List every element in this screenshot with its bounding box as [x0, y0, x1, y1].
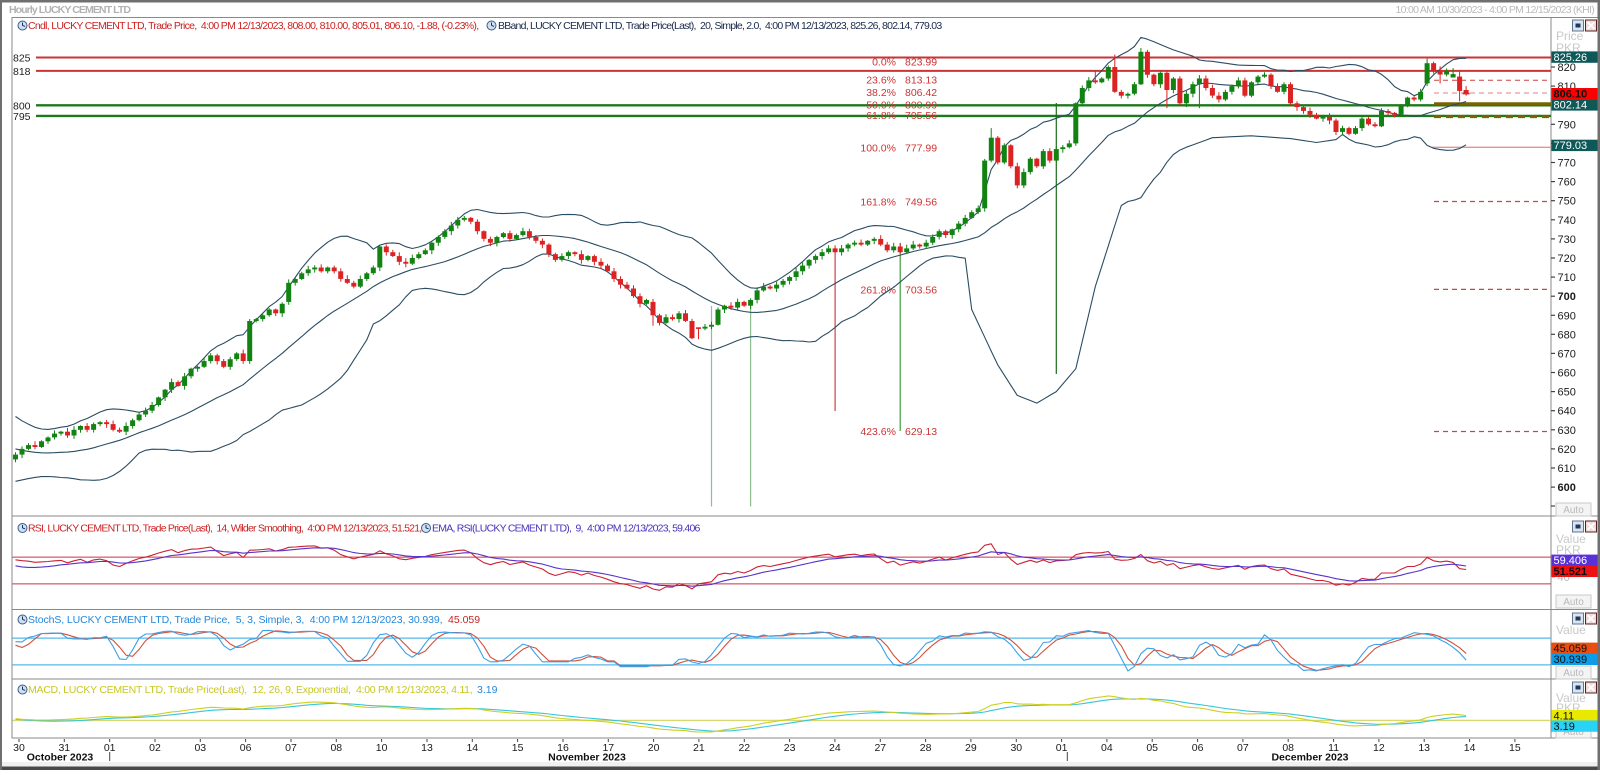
svg-text:05: 05 [1146, 742, 1158, 754]
svg-text:640: 640 [1558, 406, 1576, 418]
svg-text:610: 610 [1558, 463, 1576, 475]
svg-text:08: 08 [330, 742, 342, 754]
svg-text:13: 13 [421, 742, 433, 754]
svg-text:MACD, LUCKY CEMENT LTD, Trade: MACD, LUCKY CEMENT LTD, Trade Price(Last… [28, 684, 472, 696]
svg-text:Auto: Auto [1563, 668, 1584, 679]
svg-text:51.521: 51.521 [1554, 566, 1588, 578]
svg-text:600: 600 [1558, 482, 1576, 494]
svg-text:790: 790 [1558, 119, 1576, 131]
svg-text:261.8%: 261.8% [860, 285, 896, 297]
svg-text:749.56: 749.56 [905, 197, 937, 209]
svg-text:27: 27 [874, 742, 886, 754]
svg-text:02: 02 [149, 742, 161, 754]
svg-text:15: 15 [512, 742, 524, 754]
svg-text:806.42: 806.42 [905, 87, 937, 99]
svg-text:BBand, LUCKY CEMENT LTD, Trade: BBand, LUCKY CEMENT LTD, Trade Price(Las… [498, 20, 942, 32]
svg-text:Hourly LUCKY CEMENT LTD: Hourly LUCKY CEMENT LTD [9, 4, 131, 16]
svg-text:620: 620 [1558, 444, 1576, 456]
svg-text:161.8%: 161.8% [860, 197, 896, 209]
svg-text:806.10: 806.10 [1554, 88, 1588, 100]
svg-text:04: 04 [1101, 742, 1113, 754]
svg-text:750: 750 [1558, 196, 1576, 208]
svg-text:813.13: 813.13 [905, 75, 937, 87]
svg-text:802.14: 802.14 [1554, 100, 1588, 112]
svg-text:30: 30 [1010, 742, 1022, 754]
svg-text:825.26: 825.26 [1554, 52, 1588, 64]
svg-text:38.2%: 38.2% [866, 87, 896, 99]
svg-text:740: 740 [1558, 215, 1576, 227]
svg-text:12: 12 [1373, 742, 1385, 754]
svg-text:30: 30 [13, 742, 25, 754]
svg-text:45.059: 45.059 [448, 614, 480, 626]
svg-text:RSI, LUCKY CEMENT LTD, Trade P: RSI, LUCKY CEMENT LTD, Trade Price(Last)… [28, 523, 421, 535]
svg-text:670: 670 [1558, 348, 1576, 360]
svg-text:730: 730 [1558, 234, 1576, 246]
svg-text:0.0%: 0.0% [872, 56, 896, 68]
svg-text:03: 03 [194, 742, 206, 754]
svg-text:Auto: Auto [1563, 505, 1584, 516]
svg-text:770: 770 [1558, 158, 1576, 170]
svg-text:3.19: 3.19 [1554, 721, 1575, 733]
svg-text:October 2023: October 2023 [27, 752, 94, 764]
svg-text:710: 710 [1558, 272, 1576, 284]
svg-text:20: 20 [648, 742, 660, 754]
svg-text:21: 21 [693, 742, 705, 754]
svg-text:24: 24 [829, 742, 841, 754]
svg-text:06: 06 [1192, 742, 1204, 754]
svg-text:14: 14 [1464, 742, 1476, 754]
svg-text:760: 760 [1558, 177, 1576, 189]
svg-text:Auto: Auto [1563, 597, 1584, 608]
svg-text:10: 10 [376, 742, 388, 754]
svg-text:28: 28 [920, 742, 932, 754]
svg-text:30.939: 30.939 [1554, 654, 1588, 666]
svg-text:Cndl, LUCKY CEMENT LTD, Trade: Cndl, LUCKY CEMENT LTD, Trade Price, 4:0… [28, 20, 478, 32]
svg-text:629.13: 629.13 [905, 426, 937, 438]
svg-text:07: 07 [285, 742, 297, 754]
svg-text:779.03: 779.03 [1554, 140, 1588, 152]
svg-text:700: 700 [1558, 291, 1576, 303]
svg-text:14: 14 [466, 742, 478, 754]
svg-text:660: 660 [1558, 368, 1576, 380]
svg-text:818: 818 [13, 66, 31, 78]
svg-text:December 2023: December 2023 [1271, 752, 1348, 764]
svg-text:Value: Value [1556, 623, 1586, 637]
svg-text:23: 23 [784, 742, 796, 754]
svg-text:61.8%: 61.8% [866, 110, 896, 122]
svg-text:EMA, RSI(LUCKY CEMENT LTD), 9: EMA, RSI(LUCKY CEMENT LTD), 9, 4:00 PM 1… [432, 523, 701, 535]
svg-text:07: 07 [1237, 742, 1249, 754]
svg-text:13: 13 [1418, 742, 1430, 754]
svg-text:690: 690 [1558, 310, 1576, 322]
svg-text:423.6%: 423.6% [860, 426, 896, 438]
svg-text:795.56: 795.56 [905, 110, 937, 122]
svg-text:StochS, LUCKY CEMENT LTD, Trad: StochS, LUCKY CEMENT LTD, Trade Price, 5… [28, 614, 442, 626]
svg-text:823.99: 823.99 [905, 56, 937, 68]
svg-text:795: 795 [13, 111, 31, 123]
svg-text:650: 650 [1558, 387, 1576, 399]
svg-text:November 2023: November 2023 [548, 752, 626, 764]
svg-text:23.6%: 23.6% [866, 75, 896, 87]
svg-text:630: 630 [1558, 425, 1576, 437]
svg-text:10:00 AM 10/30/2023 - 4:00 PM: 10:00 AM 10/30/2023 - 4:00 PM 12/15/2023… [1396, 4, 1595, 16]
svg-text:703.56: 703.56 [905, 285, 937, 297]
svg-text:680: 680 [1558, 329, 1576, 341]
svg-text:29: 29 [965, 742, 977, 754]
svg-text:3.19: 3.19 [477, 684, 498, 696]
svg-text:720: 720 [1558, 253, 1576, 265]
svg-text:01: 01 [1056, 742, 1068, 754]
svg-text:100.0%: 100.0% [860, 142, 896, 154]
svg-text:06: 06 [240, 742, 252, 754]
svg-text:22: 22 [738, 742, 750, 754]
svg-text:15: 15 [1509, 742, 1521, 754]
svg-text:825: 825 [13, 53, 31, 65]
svg-text:777.99: 777.99 [905, 142, 937, 154]
